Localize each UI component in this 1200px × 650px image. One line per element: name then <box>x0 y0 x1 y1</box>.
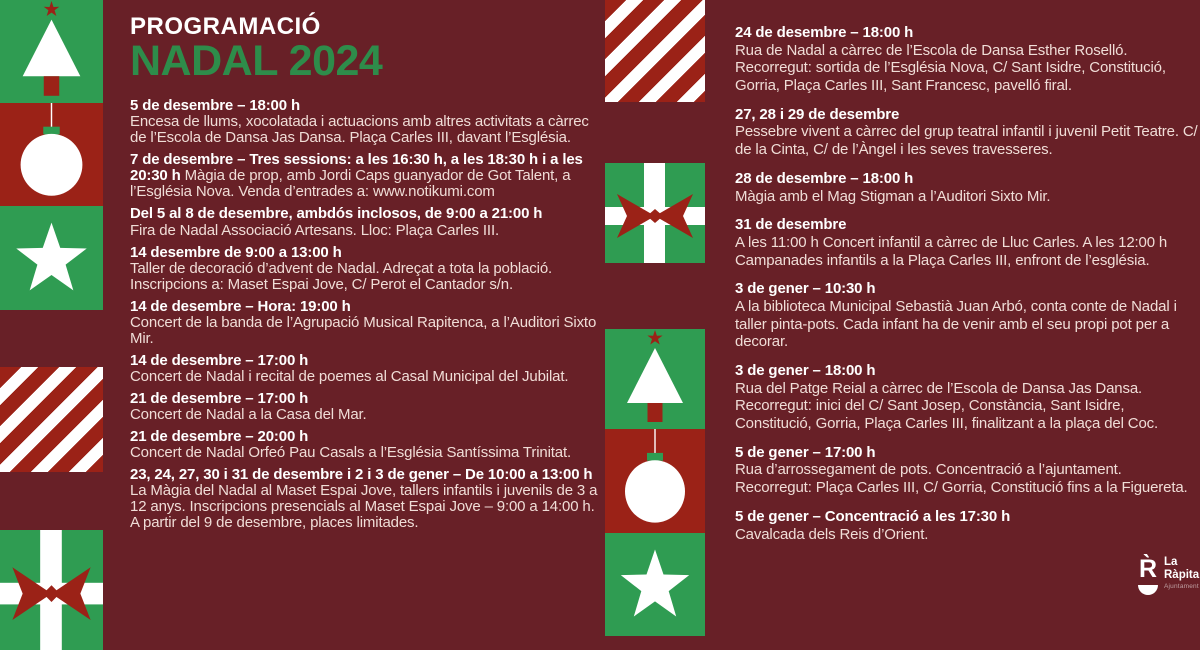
event-body: A la biblioteca Municipal Sebastià Juan … <box>735 297 1177 351</box>
event-body: Concert de Nadal i recital de poemes al … <box>130 367 569 385</box>
event-body: Rua de Nadal a càrrec de l’Escola de Dan… <box>735 41 1166 95</box>
event-heading: 14 de desembre – Hora: 19:00 h <box>130 297 351 315</box>
event-body: Concert de Nadal a la Casa del Mar. <box>130 405 367 423</box>
gift-bow-icon <box>0 530 103 650</box>
ornament-icon <box>20 103 83 196</box>
event-heading: 3 de gener – 10:30 h <box>735 280 876 298</box>
event-heading: 24 de desembre – 18:00 h <box>735 24 914 41</box>
christmas-tree-icon <box>22 1 81 96</box>
event-heading: 7 de desembre – Tres sessions: a les 16:… <box>130 151 583 185</box>
event-body: Concert de la banda de l’Agrupació Music… <box>130 313 597 347</box>
decor-tile-candy-stripes <box>0 367 103 472</box>
decor-column-left <box>0 0 103 650</box>
event-heading: Del 5 al 8 de desembre, ambdós inclosos,… <box>130 205 543 223</box>
event-body: Rua d’arrossegament de pots. Concentraci… <box>735 461 1188 497</box>
page-title: NADAL 2024 <box>130 37 383 86</box>
program-column-right: 24 de desembre – 18:00 h Rua de Nadal a c… <box>735 24 1200 554</box>
event-body: Taller de decoració d’advent de Nadal. A… <box>130 259 553 293</box>
event-heading: 31 de desembre <box>735 216 847 234</box>
event-heading: 5 de gener – 17:00 h <box>735 443 876 461</box>
page-title-kicker: PROGRAMACIÓ <box>130 13 321 40</box>
decor-tile-ornament <box>605 429 705 533</box>
event-item: 5 de gener – 17:00 h Rua d’arrossegament … <box>735 444 1200 497</box>
event-body: Màgia de prop, amb Jordi Caps guanyador … <box>130 167 571 201</box>
event-item: 23, 24, 27, 30 i 31 de desembre i 2 i 3 … <box>130 467 600 531</box>
event-heading: 5 de desembre – 18:00 h <box>130 97 300 115</box>
event-heading: 14 de desembre – 17:00 h <box>130 351 309 369</box>
event-body: La Màgia del Nadal al Maset Espai Jove, … <box>130 482 598 532</box>
event-item: 27, 28 i 29 de desembre Pessebre vivent a… <box>735 106 1200 159</box>
event-body: Concert de Nadal Orfeó Pau Casals a l’Es… <box>130 444 571 462</box>
event-body: Pessebre vivent a càrrec del grup teatra… <box>735 123 1198 159</box>
logo-mark: R̀ <box>1138 555 1158 596</box>
event-heading: 5 de gener – Concentració a les 17:30 h <box>735 507 1011 525</box>
event-item: 21 de desembre – 17:00 h Concert de Nadal… <box>130 389 600 423</box>
logo-subtitle: Ajuntament <box>1164 583 1199 591</box>
event-item: 28 de desembre – 18:00 h Màgia amb el Mag… <box>735 170 1200 205</box>
event-item: 21 de desembre – 20:00 h Concert de Nadal… <box>130 428 600 462</box>
event-item: 31 de desembre A les 11:00 h Concert infa… <box>735 216 1200 269</box>
event-heading: 21 de desembre – 17:00 h <box>130 389 309 407</box>
logo-town-name: La Ràpita Ajuntament <box>1164 556 1199 591</box>
star-icon <box>16 222 87 291</box>
christmas-tree-icon <box>627 330 683 422</box>
event-body: Rua del Patge Reial a càrrec de l’Escola… <box>735 379 1159 433</box>
town-logo: R̀ La Ràpita Ajuntament <box>1138 555 1199 596</box>
decor-tile-christmas-tree <box>0 0 103 103</box>
decor-tile-star <box>0 206 103 310</box>
event-item: 5 de desembre – 18:00 h Encesa de llums, … <box>130 98 600 146</box>
event-heading: 3 de gener – 18:00 h <box>735 362 876 379</box>
decor-tile-star <box>605 533 705 636</box>
decor-tile-candy-stripes <box>605 0 705 102</box>
event-item: 14 de desembre – Hora: 19:00 h Concert de… <box>130 297 600 347</box>
event-body: Encesa de llums, xocolatada i actuacions… <box>130 113 589 147</box>
event-heading: 23, 24, 27, 30 i 31 de desembre i 2 i 3 … <box>130 466 593 484</box>
decor-column-middle <box>605 0 705 636</box>
event-body: Màgia amb el Mag Stigman a l’Auditori Si… <box>735 187 1051 205</box>
event-body: Cavalcada dels Reis d’Orient. <box>735 525 929 543</box>
event-list-right: 24 de desembre – 18:00 h Rua de Nadal a c… <box>735 24 1200 543</box>
logo-bowl-icon <box>1138 585 1158 596</box>
decor-tile-gift-bow <box>0 530 103 650</box>
event-heading: 27, 28 i 29 de desembre <box>735 105 900 123</box>
event-body: A les 11:00 h Concert infantil a càrrec … <box>735 233 1168 269</box>
ornament-icon <box>625 429 685 523</box>
star-icon <box>620 549 690 617</box>
event-item: 14 desembre de 9:00 a 13:00 h Taller de d… <box>130 243 600 293</box>
logo-r-letter: R̀ <box>1138 555 1158 583</box>
event-item: Del 5 al 8 de desembre, ambdós inclosos,… <box>130 206 600 238</box>
event-list-left: 5 de desembre – 18:00 h Encesa de llums, … <box>130 98 600 531</box>
gift-bow-icon <box>605 163 705 263</box>
event-heading: 14 desembre de 9:00 a 13:00 h <box>130 243 342 261</box>
event-body: Fira de Nadal Associació Artesans. Lloc:… <box>130 221 499 239</box>
event-item: 7 de desembre – Tres sessions: a les 16:… <box>130 152 600 200</box>
decor-tile-christmas-tree <box>605 329 705 429</box>
program-column-left: PROGRAMACIÓ NADAL 2024 5 de desembre – 1… <box>130 14 600 537</box>
event-heading: 21 de desembre – 20:00 h <box>130 428 309 446</box>
logo-name-line1: La <box>1164 556 1178 568</box>
event-item: 3 de gener – 18:00 h Rua del Patge Reial … <box>735 362 1200 433</box>
decor-tile-gift-bow <box>605 163 705 263</box>
event-item: 24 de desembre – 18:00 h Rua de Nadal a c… <box>735 24 1200 95</box>
event-heading: 28 de desembre – 18:00 h <box>735 169 914 187</box>
logo-name-line2: Ràpita <box>1164 569 1200 582</box>
event-item: 14 de desembre – 17:00 h Concert de Nadal… <box>130 351 600 385</box>
decor-tile-ornament <box>0 103 103 206</box>
